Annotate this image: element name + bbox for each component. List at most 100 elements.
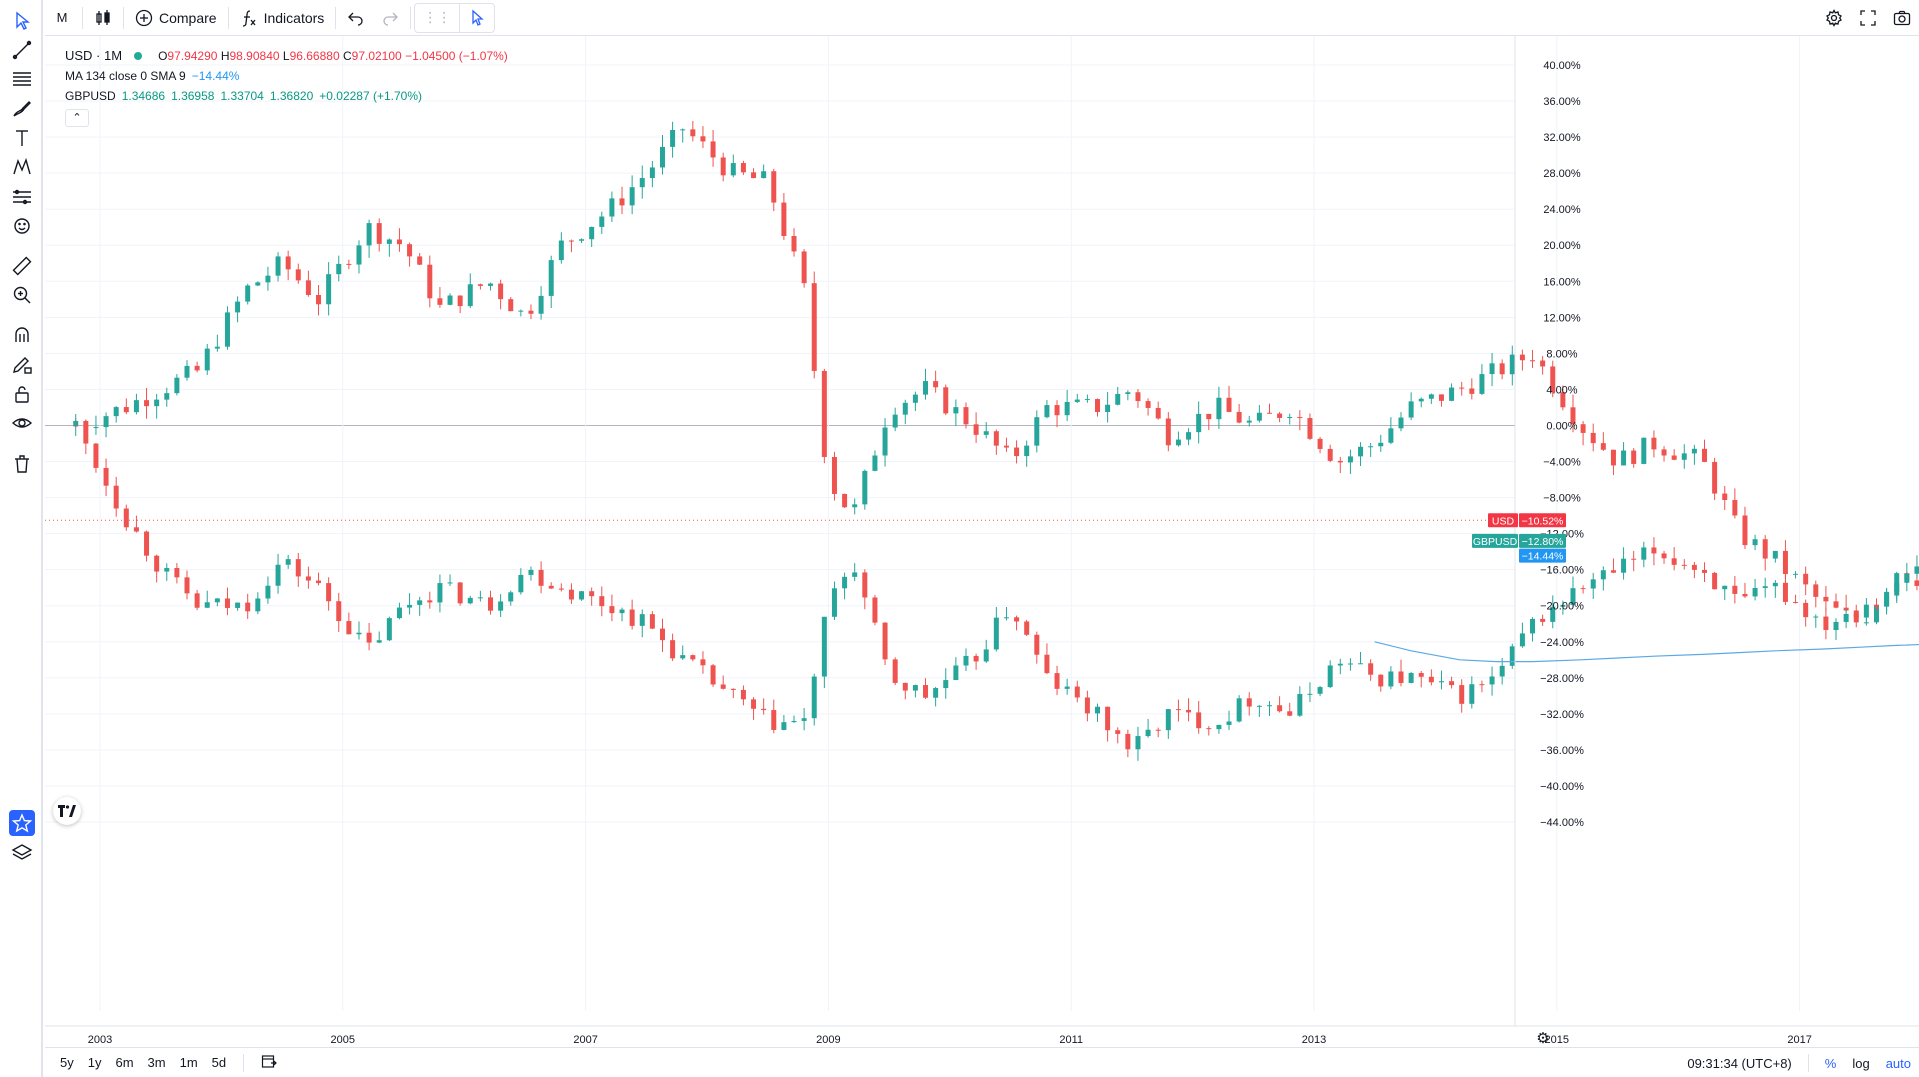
zoom-tool[interactable]	[9, 282, 35, 308]
gbpusd-candle-body	[538, 569, 544, 586]
gbpusd-candle-body	[1297, 693, 1303, 716]
gbpusd-candle-body	[133, 527, 139, 532]
usd-candle-body	[1712, 461, 1718, 494]
goto-date-button[interactable]	[254, 1053, 284, 1072]
usd-candle-body	[1621, 450, 1627, 466]
usd-candle-body	[1550, 366, 1556, 393]
fib-tool[interactable]	[9, 66, 35, 92]
drag-handle[interactable]: ⋮⋮	[414, 2, 460, 33]
price-tick-label: −16.00%	[1540, 565, 1584, 577]
pattern-tool[interactable]	[9, 154, 35, 180]
usd-candle-body	[417, 256, 423, 265]
gbpusd-candle-body	[508, 592, 514, 602]
range-5y[interactable]: 5y	[60, 1055, 74, 1070]
remove-drawings-tool[interactable]	[9, 451, 35, 477]
percent-scale-toggle[interactable]: %	[1824, 1055, 1837, 1071]
gbpusd-candle-body	[224, 598, 230, 608]
screenshot-button[interactable]	[1885, 3, 1919, 33]
usd-candle-body	[1793, 573, 1799, 575]
prediction-tool[interactable]	[9, 184, 35, 210]
usd-candle-body	[1428, 394, 1434, 399]
gbpusd-value-tag-bg	[1519, 533, 1566, 548]
cursor-tool[interactable]	[9, 8, 35, 34]
usd-candle-body	[1155, 407, 1161, 419]
selection-mode-button[interactable]	[459, 2, 496, 33]
settings-button[interactable]	[1817, 3, 1851, 33]
trend-line-tool[interactable]	[9, 37, 35, 63]
range-1y[interactable]: 1y	[87, 1055, 102, 1070]
usd-candle-body	[275, 256, 281, 276]
log-scale-toggle[interactable]: log	[1852, 1055, 1870, 1071]
undo-button[interactable]	[339, 3, 373, 33]
legend-collapse-button[interactable]: ⌃	[65, 109, 89, 127]
gbpusd-candle-body	[1509, 646, 1515, 666]
usd-candle-body	[1509, 354, 1515, 375]
text-tool[interactable]	[9, 125, 35, 151]
gbpusd-candle-body	[326, 583, 332, 602]
ma-value-tag-bg	[1519, 548, 1566, 563]
auto-scale-toggle[interactable]: auto	[1885, 1055, 1911, 1071]
chart-canvas[interactable]: 40.00% 36.00% 32.00% 28.00% 24.00% 20.00% 16.0…	[45, 36, 1919, 1047]
usd-candle-body	[184, 365, 190, 378]
magnet-tool[interactable]	[9, 322, 35, 348]
compare-close: 1.36820	[269, 89, 314, 103]
usd-candle-body	[427, 264, 433, 299]
lock-all-tool[interactable]	[9, 381, 35, 407]
clock-display[interactable]: 09:31:34 (UTC+8)	[1687, 1055, 1792, 1071]
legend-symbol-row[interactable]: USD · 1M O97.94290 H98.90840 L96.66880 C…	[65, 46, 508, 66]
gbpusd-candle-body	[1428, 676, 1434, 683]
gbpusd-candle-body	[700, 659, 706, 666]
gbpusd-candle-body	[1752, 587, 1758, 597]
fullscreen-button[interactable]	[1851, 3, 1885, 33]
object-tree-tool[interactable]	[9, 840, 35, 866]
gbpusd-candle-body	[1337, 663, 1343, 666]
gbpusd-candle-body	[1671, 558, 1677, 565]
gbpusd-candle-body	[993, 617, 999, 650]
usd-candle-body	[1479, 374, 1485, 394]
chart-legend: USD · 1M O97.94290 H98.90840 L96.66880 C…	[65, 46, 508, 127]
legend-compare-row[interactable]: GBPUSD 1.34686 1.36958 1.33704 1.36820 +…	[65, 86, 508, 106]
icon-tool[interactable]	[9, 213, 35, 239]
legend-ma-row[interactable]: MA 134 close 0 SMA 9 −14.44%	[65, 66, 508, 86]
brush-tool[interactable]	[9, 96, 35, 122]
usd-candle-body	[831, 456, 837, 494]
usd-candle-body	[1449, 387, 1455, 401]
range-6m[interactable]: 6m	[115, 1055, 134, 1070]
gbpusd-candle-body	[1479, 684, 1485, 686]
usd-candle-body	[113, 407, 119, 417]
ruler-tool[interactable]	[9, 253, 35, 279]
brush-icon	[13, 101, 31, 117]
usd-candle-body	[518, 310, 524, 312]
gbpusd-candle-body	[1600, 570, 1606, 580]
axis-settings-gear-icon[interactable]: ⚙	[1536, 1030, 1549, 1047]
usd-candle-body	[305, 280, 311, 295]
favorites-tool[interactable]	[9, 810, 35, 836]
compare-label: Compare	[159, 9, 217, 26]
gbpusd-candle-body	[1762, 586, 1768, 588]
change-value: −1.04500 (−1.07%)	[405, 49, 508, 63]
usd-candle-body	[477, 284, 483, 286]
hide-drawings-tool[interactable]	[9, 410, 35, 436]
redo-button[interactable]	[373, 3, 407, 33]
interval-button[interactable]: M	[56, 10, 68, 25]
time-tick-label: 2015	[1545, 1034, 1569, 1046]
range-5d[interactable]: 5d	[211, 1055, 227, 1070]
usd-candle-body	[730, 163, 736, 176]
symbol-title[interactable]: USD · 1M	[65, 48, 123, 63]
range-1m[interactable]: 1m	[179, 1055, 198, 1070]
usd-candle-body	[720, 157, 726, 176]
usd-candle-body	[1408, 401, 1414, 418]
compare-button[interactable]: Compare	[127, 3, 225, 33]
usd-candle-body	[1600, 443, 1606, 450]
lock-drawing-tool[interactable]	[9, 352, 35, 378]
tradingview-logo[interactable]	[53, 797, 81, 825]
usd-candle-body	[639, 178, 645, 188]
indicators-button[interactable]: Indicators	[232, 3, 333, 33]
price-tick-label: −44.00%	[1540, 817, 1584, 829]
gbpusd-candle-body	[123, 508, 129, 528]
range-3m[interactable]: 3m	[147, 1055, 166, 1070]
gbpusd-candle-body	[1378, 674, 1384, 687]
gbpusd-candle-body	[882, 622, 888, 660]
usd-candle-body	[1762, 539, 1768, 559]
chart-type-button[interactable]	[86, 3, 120, 33]
